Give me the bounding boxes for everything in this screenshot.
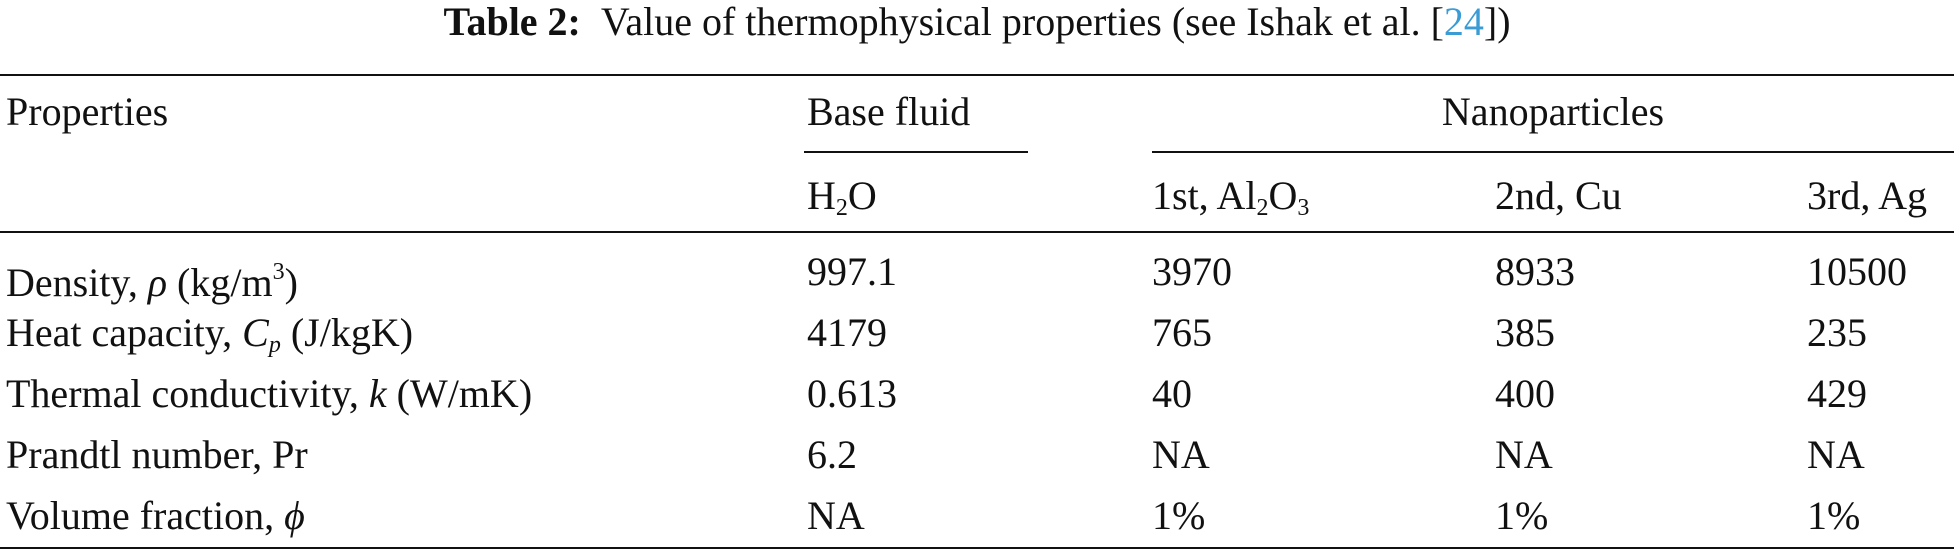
caption-label: Table 2: [443,0,581,44]
value-cell: 1% [1495,493,1549,538]
property-cell: Volume fraction, ϕ [6,492,305,540]
mid-rule [0,231,1954,233]
text-segment: H [807,173,836,218]
value-cell: 1% [1807,493,1861,538]
header-cell: Base fluid [807,89,971,134]
text-segment: ϕ [284,493,305,538]
header-cell: 2nd, Cu [1495,172,1622,220]
text-segment: C [242,310,269,355]
text-segment: 3rd, Ag [1807,173,1927,218]
group-rule [804,151,1028,153]
value-cell: 1% [1152,493,1206,538]
text-segment: 2 [1256,195,1269,221]
table-caption: Table 2: Value of thermophysical propert… [0,0,1954,46]
value-cell: 997.1 [807,249,897,294]
value-cell: NA [1807,432,1865,477]
value-cell: 8933 [1495,249,1575,294]
property-cell: Density, ρ (kg/m3) [6,248,298,307]
text-segment: ρ [147,259,168,305]
property-cell: Heat capacity, Cp (J/kgK) [6,309,413,369]
value-cell: 235 [1807,310,1867,355]
text-segment: O [847,173,877,218]
value-cell: 400 [1495,371,1555,416]
header-cell: 1st, Al2O3 [1152,172,1309,232]
header-cell: Properties [6,89,169,134]
top-rule [0,74,1954,76]
value-cell: NA [1495,432,1553,477]
value-cell: 0.613 [807,371,897,416]
group-rule [1152,151,1954,153]
header-cell: 3rd, Ag [1807,172,1927,220]
text-segment: (J/kgK) [280,310,414,355]
value-cell: 385 [1495,310,1555,355]
caption-text: Value of thermophysical properties (see … [600,0,1444,44]
bottom-rule [0,547,1954,549]
caption-ref[interactable]: 24 [1443,0,1484,44]
text-segment: (kg/m [167,259,273,305]
value-cell: 765 [1152,310,1212,355]
text-segment: O [1268,173,1298,218]
text-segment: 3 [1297,195,1310,221]
text-segment: Heat capacity, [6,310,243,355]
text-segment: 2 [835,195,848,221]
header-cell: Nanoparticles [1441,89,1665,134]
value-cell: 40 [1152,371,1192,416]
text-segment: 3 [272,259,285,285]
header-cell: H2O [807,172,877,232]
text-segment: Thermal conductivity, [6,371,369,416]
text-segment: Prandtl number, Pr [6,432,308,477]
caption-close: ]) [1483,0,1511,44]
value-cell: NA [807,493,865,538]
value-cell: 429 [1807,371,1867,416]
property-cell: Prandtl number, Pr [6,431,308,479]
value-cell: 4179 [807,310,887,355]
text-segment: Density, [6,259,148,305]
text-segment: (W/mK) [386,371,533,416]
text-segment: 1st, Al [1152,173,1257,218]
value-cell: NA [1152,432,1210,477]
value-cell: 10500 [1807,249,1907,294]
property-cell: Thermal conductivity, k (W/mK) [6,370,532,418]
text-segment: p [268,332,281,358]
text-segment: Volume fraction, [6,493,285,538]
value-cell: 6.2 [807,432,857,477]
text-segment: ) [284,259,298,305]
value-cell: 3970 [1152,249,1232,294]
text-segment: 2nd, Cu [1495,173,1622,218]
text-segment: k [368,371,387,416]
